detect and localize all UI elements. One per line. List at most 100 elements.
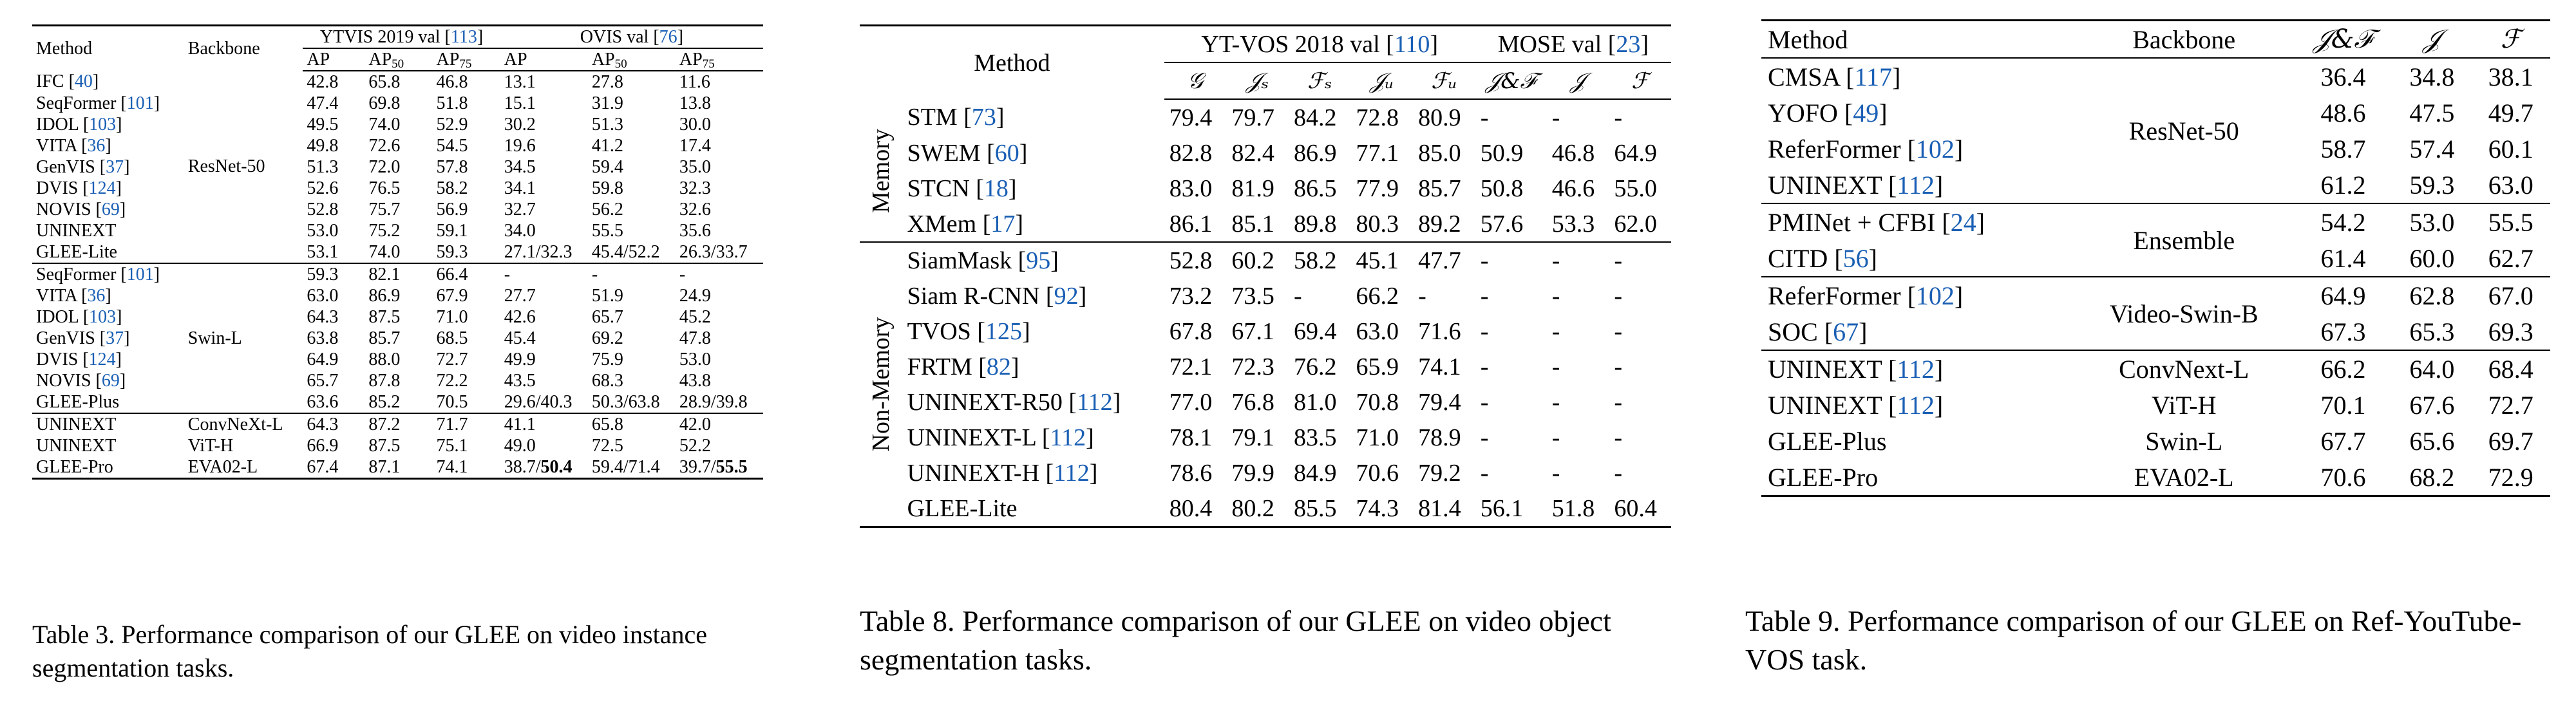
value-cell: 15.1 xyxy=(504,93,536,113)
value-cell: 57.6 xyxy=(1475,206,1547,243)
method-name: GLEE-Plus xyxy=(1768,426,1887,456)
backbone-cell: EVA02-L xyxy=(2074,459,2294,497)
method-name: SOC [ xyxy=(1768,317,1833,346)
value-cell: 26.3/33.7 xyxy=(675,241,763,264)
citation: 124 xyxy=(88,178,116,198)
value-cell: 82.8 xyxy=(1169,139,1213,167)
table-row: ReferFormer [102] Video-Swin-B 64.9 62.8 67.… xyxy=(1761,277,2550,351)
method-name: CITD [ xyxy=(1768,243,1843,273)
value-cell: 62.8 xyxy=(2409,281,2455,310)
citation-close: ] xyxy=(92,71,99,91)
value-cell: 45.4/52.2 xyxy=(587,241,676,264)
method-name: GLEE-Pro xyxy=(1768,462,1879,492)
citation: 95 xyxy=(1026,247,1051,274)
col-fu: ℱᵤ xyxy=(1413,62,1475,100)
method-cell: CMSA [117] xyxy=(1761,58,2074,95)
value-cell: - xyxy=(1551,353,1560,380)
method-cell: IDOL [103] xyxy=(32,114,184,135)
value-cell: 74.1 xyxy=(432,456,500,480)
value-cell: - xyxy=(1480,104,1489,131)
value-cell: 64.3 xyxy=(307,306,339,327)
value-cell: 72.1 xyxy=(1169,353,1213,380)
value-cell: - xyxy=(1551,247,1560,274)
value-cell: 64.9 xyxy=(1614,139,1657,167)
table-row: Siam R-CNN [92] 73.2 73.5-66.2- - - - xyxy=(860,278,1671,313)
value-cell: - xyxy=(1480,353,1489,380)
method-name: ReferFormer [ xyxy=(1768,134,1916,164)
backbone-cell: ViT-H xyxy=(2151,390,2217,420)
value-cell: 65.9 xyxy=(1356,353,1399,380)
value-cell: 24.9 xyxy=(679,285,711,306)
value-cell: 30.0 xyxy=(679,114,711,135)
value-cell: 54.2 xyxy=(2320,207,2366,237)
table-row: UNINEXT ConvNeXt-L 64.3 87.2 71.7 41.1 65.8 42.… xyxy=(32,413,763,435)
value-cell: 74.0 xyxy=(368,114,401,135)
citation-close: ] xyxy=(116,114,122,135)
method-cell: SOC [67] xyxy=(1761,313,2074,351)
value-cell: 32.3 xyxy=(679,178,711,198)
citation-close: ] xyxy=(1015,210,1024,238)
value-cell: 68.3 xyxy=(591,370,623,391)
method-cell: UNINEXT [112] xyxy=(1761,167,2074,204)
value-cell: - xyxy=(1551,424,1560,451)
table-row: IDOL [103] 64.3 87.5 71.0 42.6 65.7 45.2 xyxy=(32,306,763,328)
value-cell: - xyxy=(679,264,686,285)
table-row: UNINEXT-L [112] 78.1 79.1 83.5 71.0 78.9- - - xyxy=(860,420,1671,455)
citation-close: ] xyxy=(1112,388,1121,416)
group-ytvos: YT-VOS 2018 val [110] xyxy=(1164,24,1475,63)
value-cell: - xyxy=(1614,459,1622,487)
value-cell: 30.2 xyxy=(504,114,536,135)
method-cell: ReferFormer [102] xyxy=(1761,131,2074,167)
table-row: CITD [56] 61.4 60.0 62.7 xyxy=(1761,240,2550,277)
method-name: Siam R-CNN [ xyxy=(907,282,1054,310)
value-cell: 35.6 xyxy=(679,220,711,241)
citation-close: ] xyxy=(115,349,122,369)
method-name: NOVIS [ xyxy=(36,199,102,220)
citation-close: ] xyxy=(119,199,126,220)
value-cell: 59.3 xyxy=(307,264,339,285)
value-cell: 56.2 xyxy=(591,199,623,220)
value-cell: 79.9 xyxy=(1231,459,1274,487)
value-cell: 53.3 xyxy=(1546,206,1609,243)
value-cell: 75.2 xyxy=(368,220,401,241)
col-g: 𝒢 xyxy=(1164,62,1227,100)
value-cell: 71.0 xyxy=(436,306,468,327)
table-row: GLEE-Lite 53.1 74.0 59.3 27.1/32.3 45.4/52.2 2… xyxy=(32,241,763,264)
citation: 92 xyxy=(1054,282,1079,310)
table-row: TVOS [125] 67.8 67.1 69.4 63.0 71.6- - - xyxy=(860,313,1671,349)
table-row: DVIS [124] 64.9 88.0 72.7 49.9 75.9 53.0 xyxy=(32,349,763,370)
value-cell: 63.0 xyxy=(2471,167,2550,204)
value-cell: 71.0 xyxy=(1356,424,1399,451)
value-cell: 11.6 xyxy=(679,71,710,92)
method-name: NOVIS [ xyxy=(36,370,102,391)
col-js: 𝒥ₛ xyxy=(1226,62,1289,100)
citation-close: ] xyxy=(1954,281,1964,310)
col-method: Method xyxy=(32,24,184,71)
value-cell: 66.2 xyxy=(2320,354,2366,384)
table-row: IFC [40] ResNet-50 42.8 65.8 46.8 13.1 27.8 11.… xyxy=(32,71,763,264)
value-cell: 83.5 xyxy=(1293,424,1337,451)
value-cell: 60.1 xyxy=(2488,134,2533,164)
citation-close: ] xyxy=(105,285,111,306)
value-cell: 81.9 xyxy=(1231,174,1274,202)
value-cell: 59.8 xyxy=(591,178,623,198)
backbone-cell: ViT-H xyxy=(187,435,234,456)
citation-close: ] xyxy=(124,156,130,177)
table-row: UNINEXT 53.0 75.2 59.1 34.0 55.5 35.6 xyxy=(32,220,763,241)
value-cell: 49.8 xyxy=(307,135,339,156)
table-row: XMem [17] 86.1 85.1 89.8 80.3 89.2 57.6 53.3 62.… xyxy=(860,206,1671,243)
value-cell: 71.6 xyxy=(1418,317,1461,345)
table-row: VITA [36] 49.8 72.6 54.5 19.6 41.2 17.4 xyxy=(32,135,763,156)
backbone-cell: ResNet-50 xyxy=(2074,58,2294,204)
citation: 102 xyxy=(1915,281,1955,310)
col-method: Method xyxy=(1761,19,2074,59)
method-name: UNINEXT xyxy=(36,414,117,435)
table-row: SeqFormer [101] 47.4 69.8 51.8 15.1 31.9 13.8 xyxy=(32,93,763,114)
value-cell: 64.3 xyxy=(307,414,339,435)
value-cell: 78.6 xyxy=(1169,459,1213,487)
value-cell: 63.6 xyxy=(303,391,365,414)
value-cell: 80.3 xyxy=(1350,206,1414,243)
value-cell: 87.5 xyxy=(368,435,401,456)
backbone-cell: ConvNeXt-L xyxy=(187,414,283,435)
value-cell: 67.6 xyxy=(2409,390,2455,420)
